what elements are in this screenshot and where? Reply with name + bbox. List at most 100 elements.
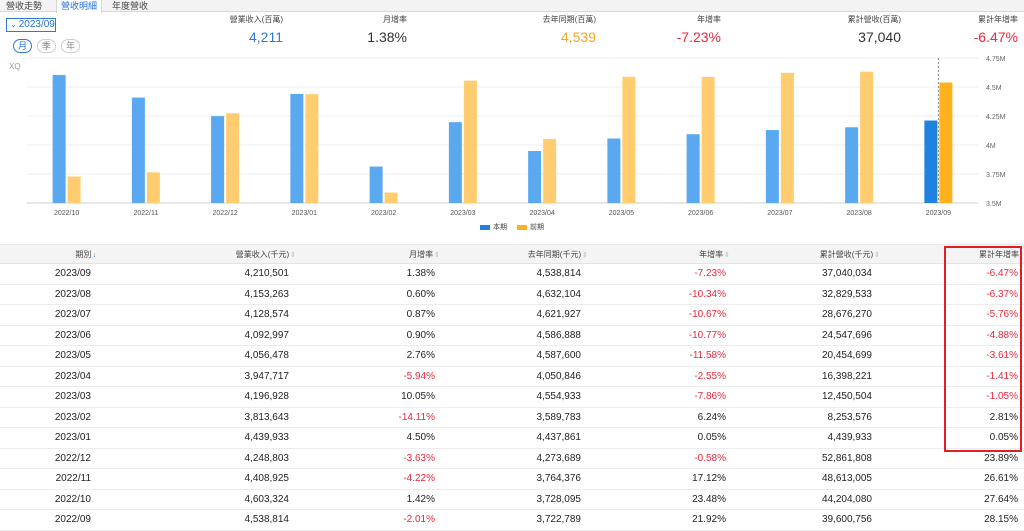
column-header[interactable]: 去年同期(千元)⇕ [528,245,588,265]
y-tick-label: 4.75M [986,56,1006,63]
column-header[interactable]: 期別↓ [76,245,97,265]
table-row[interactable]: 2023/07 4,128,574 0.87% 4,621,927 -10.67% 28,… [0,305,1024,326]
table-cell: 2023/05 [54,350,91,361]
x-tick-label: 2023/08 [846,210,871,217]
table-cell: 39,600,756 [821,514,872,525]
column-header-label: 去年同期(千元) [527,250,582,259]
table-cell: 0.90% [406,329,435,341]
summary-label: 營業收入(百萬) [229,15,283,24]
table-row[interactable]: 2023/04 3,947,717 -5.94% 4,050,846 -2.55% 16,… [0,367,1024,387]
tab-revenue-trend[interactable]: 營收走勢 [6,1,43,11]
table-cell: 2023/07 [54,309,91,320]
bar-prior [622,76,636,203]
table-row[interactable]: 2023/08 4,153,263 0.60% 4,632,104 -10.34% 32,… [0,285,1024,305]
table-row[interactable]: 2022/10 4,603,324 1.42% 3,728,095 23.48% 44,2… [0,490,1024,510]
freq-month-button[interactable]: 月 [13,39,32,53]
table-cell: 4,248,803 [244,452,290,464]
bar-prior [226,113,240,203]
column-header[interactable]: 月增率⇕ [409,245,440,265]
x-tick-label: 2023/03 [450,210,475,217]
tab-revenue-detail[interactable]: 營收明細 [56,0,103,13]
bar-current [924,120,938,203]
x-tick-label: 2023/04 [529,210,554,217]
summary-item: 累計年增率 -6.47% [938,15,1018,46]
table-cell: 4,538,814 [536,268,582,279]
bar-prior [543,139,557,203]
tab-bar: 營收走勢 營收明細 年度營收 [0,0,1024,13]
table-cell: -1.05% [986,391,1018,402]
bar-current [845,127,859,203]
revenue-bar-chart: 3.5M 3.75M 4M 4.25M 4.5M 4.75M 2022/10 2022/11 2… [27,56,1006,217]
bar-current [131,97,145,203]
x-tick-label: 2023/05 [609,210,634,217]
summary-value: 4,539 [560,29,596,45]
table-cell: 4,621,927 [536,309,582,320]
legend-prior-label: 前期 [529,224,544,231]
table-cell: -2.55% [694,370,726,382]
column-header-label: 累計年增率 [979,250,1019,259]
table-cell: 4,128,574 [244,309,290,320]
table-cell: -6.37% [986,288,1018,300]
table-row[interactable]: 2023/06 4,092,997 0.90% 4,586,888 -10.77% 24,… [0,326,1024,346]
table-cell: -10.34% [688,288,726,300]
table-row[interactable]: 2023/05 4,056,478 2.76% 4,587,600 -11.58% 20,… [0,346,1024,367]
bar-current [211,116,225,203]
x-tick-label: 2023/01 [292,210,317,217]
column-header-label: 月增率 [409,250,434,259]
freq-year-button[interactable]: 年 [61,39,80,53]
table-cell: 2.81% [989,411,1018,423]
column-header-label: 累計營收(千元) [819,250,874,259]
revenue-table: 期別↓ 營業收入(千元)⇕ 月增率⇕ 去年同期(千元)⇕ 年增率⇕ 累計營收(千元)⇕ 累計… [0,244,1024,531]
table-row[interactable]: 2022/09 4,538,814 -2.01% 3,722,789 21.92% 39,… [0,510,1024,531]
column-header[interactable]: 年增率⇕ [699,245,730,265]
table-cell: 52,861,808 [821,452,872,464]
column-header[interactable]: 營業收入(千元)⇕ [236,245,296,265]
table-row[interactable]: 2023/03 4,196,928 10.05% 4,554,933 -7.86% 12,… [0,387,1024,408]
bar-prior [701,76,715,203]
table-cell: -5.76% [986,309,1018,320]
summary-label: 月增率 [383,15,407,24]
table-cell: 1.42% [406,493,435,505]
table-cell: 12,450,504 [821,391,872,402]
chart-legend: 本期 前期 [480,222,544,232]
table-cell: 17.12% [692,473,726,484]
column-header[interactable]: 累計營收(千元)⇕ [820,245,880,265]
table-cell: 6.24% [697,411,726,423]
table-cell: -2.01% [403,514,435,525]
summary-value: 1.38% [367,29,407,45]
table-cell: 4,587,600 [536,350,582,361]
table-cell: 2023/06 [54,329,91,341]
table-cell: 2023/09 [54,268,91,279]
column-header[interactable]: 累計年增率 [979,245,1019,264]
table-row[interactable]: 2023/02 3,813,643 -14.11% 3,589,783 6.24% 8,2… [0,408,1024,428]
table-row[interactable]: 2023/09 4,210,501 1.38% 4,538,814 -7.23% 37,0… [0,264,1024,285]
table-cell: 2023/04 [54,370,91,382]
period-select[interactable]: ⌄ 2023/09 [6,18,56,32]
table-cell: 32,829,533 [821,288,872,300]
table-row[interactable]: 2022/11 4,408,925 -4.22% 3,764,376 17.12% 48,… [0,469,1024,490]
x-tick-label: 2022/10 [54,210,79,217]
table-cell: 4,408,925 [244,473,290,484]
period-select-value: 2023/09 [18,19,55,30]
tab-annual-revenue[interactable]: 年度營收 [112,1,149,11]
summary-label: 去年同期(百萬) [542,15,596,24]
freq-quarter-button[interactable]: 季 [37,39,56,53]
table-cell: -10.67% [688,309,726,320]
table-cell: -7.86% [694,391,726,402]
summary-value: -6.47% [973,29,1018,45]
summary-value: 4,211 [249,29,283,45]
table-body: 2023/09 4,210,501 1.38% 4,538,814 -7.23% 37,0… [0,264,1024,531]
table-cell: 27.64% [984,493,1018,505]
table-cell: -0.58% [694,452,726,464]
table-cell: -11.58% [689,350,726,361]
bar-current [52,75,66,203]
summary-value: 37,040 [858,29,901,45]
table-row[interactable]: 2022/12 4,248,803 -3.63% 4,273,689 -0.58% 52,… [0,449,1024,469]
highlight-box [944,246,1022,452]
bar-prior [67,176,81,203]
table-cell: 4,439,933 [244,432,290,443]
table-cell: 48,613,005 [821,473,872,484]
summary-item: 去年同期(百萬) 4,539 [506,15,596,46]
summary-label: 累計營收(百萬) [847,15,901,24]
table-row[interactable]: 2023/01 4,439,933 4.50% 4,437,861 0.05% 4,439… [0,428,1024,449]
